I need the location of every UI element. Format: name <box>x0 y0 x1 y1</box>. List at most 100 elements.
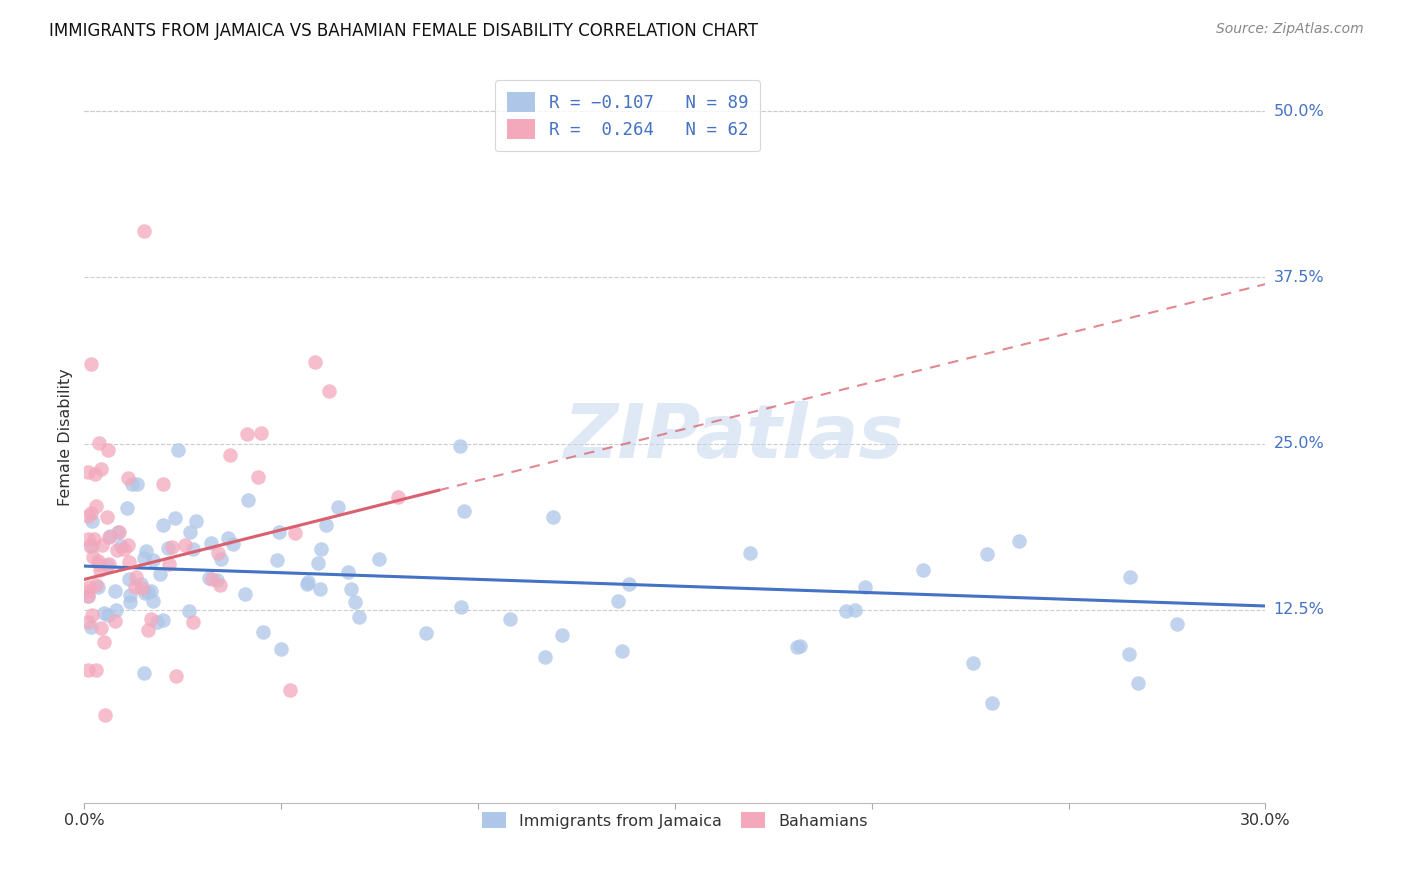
Point <box>90 621 112 635</box>
Point <box>115 500 138 515</box>
Point <box>318 384 340 399</box>
Point <box>80 608 103 623</box>
Point <box>844 602 866 616</box>
Point <box>247 469 270 483</box>
Point <box>117 538 139 552</box>
Point <box>284 526 307 541</box>
Point <box>131 581 153 595</box>
Point <box>315 517 337 532</box>
Point <box>77 590 100 604</box>
Point <box>152 476 174 491</box>
Point <box>77 532 100 546</box>
Point <box>96 558 118 573</box>
Text: ZIPatlas: ZIPatlas <box>564 401 904 474</box>
Point <box>309 542 332 557</box>
Point <box>612 643 634 657</box>
Point <box>174 538 197 552</box>
Point <box>789 639 811 653</box>
Point <box>132 224 155 238</box>
Point <box>208 577 231 591</box>
Point <box>297 575 319 590</box>
Point <box>976 547 998 561</box>
Point <box>83 467 105 482</box>
Point <box>89 563 111 577</box>
Point <box>104 584 127 599</box>
Point <box>233 587 256 601</box>
Point <box>157 557 180 571</box>
Point <box>835 604 858 618</box>
Point <box>222 537 245 551</box>
Point <box>97 608 120 623</box>
Point <box>124 580 146 594</box>
Point <box>118 572 141 586</box>
Point <box>550 628 572 642</box>
Point <box>118 555 141 569</box>
Legend: Immigrants from Jamaica, Bahamians: Immigrants from Jamaica, Bahamians <box>477 805 873 835</box>
Point <box>87 436 110 450</box>
Point <box>219 448 242 462</box>
Point <box>307 557 329 571</box>
Point <box>157 541 180 555</box>
Point <box>98 529 121 543</box>
Point <box>343 595 366 609</box>
Point <box>90 462 112 476</box>
Point <box>368 552 391 566</box>
Point <box>981 696 1004 710</box>
Point <box>309 582 332 597</box>
Point <box>136 624 159 638</box>
Point <box>1119 570 1142 584</box>
Point <box>104 614 127 628</box>
Point <box>125 570 148 584</box>
Point <box>962 656 984 670</box>
Point <box>270 641 292 656</box>
Point <box>79 539 101 553</box>
Point <box>132 666 155 681</box>
Point <box>347 610 370 624</box>
Point <box>179 524 201 539</box>
Point <box>132 551 155 566</box>
Point <box>326 500 349 515</box>
Point <box>449 439 471 453</box>
Point <box>278 682 301 697</box>
Point <box>250 425 273 440</box>
Point <box>108 524 131 539</box>
Text: 37.5%: 37.5% <box>1274 270 1324 285</box>
Point <box>149 566 172 581</box>
Point <box>453 504 475 518</box>
Point <box>163 511 186 525</box>
Text: 12.5%: 12.5% <box>1274 602 1324 617</box>
Point <box>105 603 128 617</box>
Point <box>83 532 105 546</box>
Point <box>82 514 104 528</box>
Point <box>139 584 162 599</box>
Point <box>79 357 101 371</box>
Point <box>165 669 187 683</box>
Point <box>146 615 169 629</box>
Point <box>135 544 157 558</box>
Point <box>181 541 204 556</box>
Point <box>450 599 472 614</box>
Point <box>252 625 274 640</box>
Text: IMMIGRANTS FROM JAMAICA VS BAHAMIAN FEMALE DISABILITY CORRELATION CHART: IMMIGRANTS FROM JAMAICA VS BAHAMIAN FEMA… <box>49 22 758 40</box>
Point <box>93 635 115 649</box>
Text: 25.0%: 25.0% <box>1274 436 1324 451</box>
Point <box>853 580 876 594</box>
Point <box>97 558 120 572</box>
Point <box>198 571 221 585</box>
Point <box>97 443 120 458</box>
Point <box>112 541 135 556</box>
Point <box>266 552 288 566</box>
Point <box>84 577 107 591</box>
Point <box>209 551 232 566</box>
Point <box>96 509 118 524</box>
Point <box>90 538 112 552</box>
Point <box>77 466 100 480</box>
Point <box>607 593 630 607</box>
Point <box>142 552 165 566</box>
Point <box>97 530 120 544</box>
Point <box>134 586 156 600</box>
Point <box>235 427 257 442</box>
Text: Source: ZipAtlas.com: Source: ZipAtlas.com <box>1216 22 1364 37</box>
Point <box>136 584 159 599</box>
Point <box>84 663 107 677</box>
